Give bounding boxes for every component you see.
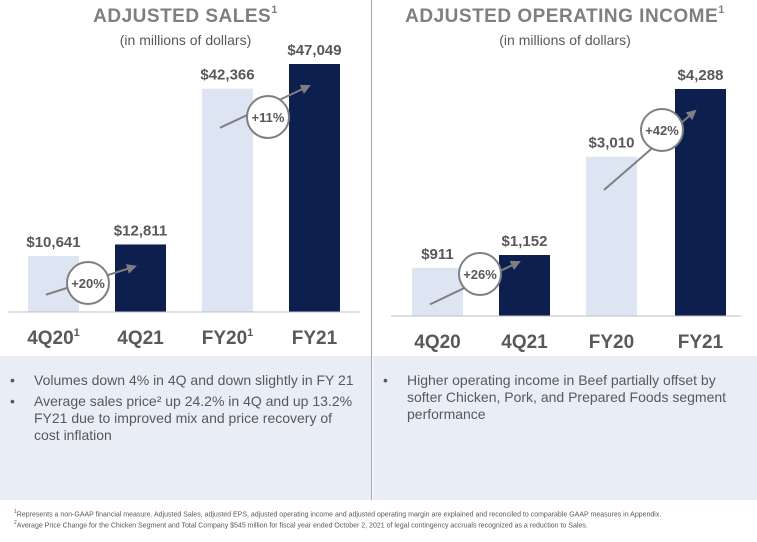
chart-subtitle: (in millions of dollars) — [499, 32, 631, 48]
category-label: FY21 — [678, 332, 724, 353]
category-label: 4Q20 — [414, 332, 460, 353]
bar-fy20 — [586, 156, 637, 316]
adjusted-sales-panel: ADJUSTED SALES1 (in millions of dollars)… — [0, 0, 371, 500]
growth-badge — [458, 252, 502, 296]
footnote: 1Represents a non-GAAP financial measure… — [14, 509, 662, 519]
category-text: 4Q21 — [117, 328, 164, 349]
data-label: $12,811 — [114, 222, 167, 239]
category-label: FY20 — [589, 332, 634, 353]
chart-title: ADJUSTED SALES1 — [93, 4, 278, 27]
category-text: FY21 — [292, 328, 338, 349]
bar-fy20 — [202, 88, 253, 312]
growth-badge — [246, 95, 290, 139]
category-label: FY21 — [292, 328, 338, 349]
growth-label: +26% — [463, 267, 497, 282]
category-label: FY201 — [202, 327, 254, 349]
footnotes: 1Represents a non-GAAP financial measure… — [14, 508, 749, 531]
growth-label: +42% — [645, 123, 679, 138]
data-label: $911 — [421, 246, 454, 263]
data-label: $10,641 — [26, 234, 80, 251]
growth-badge — [640, 108, 684, 152]
category-text: 4Q20 — [27, 328, 73, 349]
category-label: 4Q21 — [501, 332, 548, 353]
panel-divider — [371, 0, 372, 500]
category-label: 4Q21 — [117, 328, 164, 349]
operating-income-commentary: Higher operating income in Beef partiall… — [373, 356, 757, 500]
chart-subtitle: (in millions of dollars) — [119, 32, 252, 48]
data-label: $42,366 — [200, 67, 254, 84]
bullet-item: Average sales price² up 24.2% in 4Q and … — [10, 393, 361, 444]
category-text: FY20 — [202, 328, 247, 349]
data-label: $1,152 — [502, 233, 548, 250]
bar-4q21 — [115, 244, 166, 312]
bullet-item: Volumes down 4% in 4Q and down slightly … — [10, 372, 361, 389]
category-text: FY20 — [589, 332, 634, 353]
data-label: $4,288 — [678, 67, 724, 84]
category-label: 4Q201 — [27, 327, 80, 349]
category-text: 4Q21 — [501, 332, 548, 353]
data-label: $47,049 — [287, 42, 341, 59]
category-footnote: 1 — [247, 327, 253, 339]
footnote: 2Average Price Change for the Chicken Se… — [14, 520, 588, 530]
chart-title: ADJUSTED OPERATING INCOME1 — [405, 4, 725, 27]
sales-commentary: Volumes down 4% in 4Q and down slightly … — [0, 356, 371, 500]
bar-4q21 — [499, 255, 550, 316]
growth-label: +11% — [252, 110, 285, 125]
adjusted-operating-income-chart: $911 4Q20 $1,152 4Q21 $3,010 FY20 $4,288 FY21 +2… — [391, 67, 741, 353]
category-text: FY21 — [678, 332, 724, 353]
bullet-item: Higher operating income in Beef partiall… — [383, 372, 747, 423]
category-footnote: 1 — [74, 327, 80, 339]
adjusted-operating-income-panel: ADJUSTED OPERATING INCOME1 (in millions … — [373, 0, 757, 500]
category-text: 4Q20 — [414, 332, 460, 353]
growth-label: +20% — [71, 276, 105, 291]
growth-badge — [66, 261, 110, 305]
adjusted-sales-chart: $10,6414Q201$12,8114Q21$42,366FY201$47,0… — [8, 42, 360, 349]
bar-fy21 — [289, 64, 340, 312]
data-label: $3,010 — [589, 135, 635, 152]
